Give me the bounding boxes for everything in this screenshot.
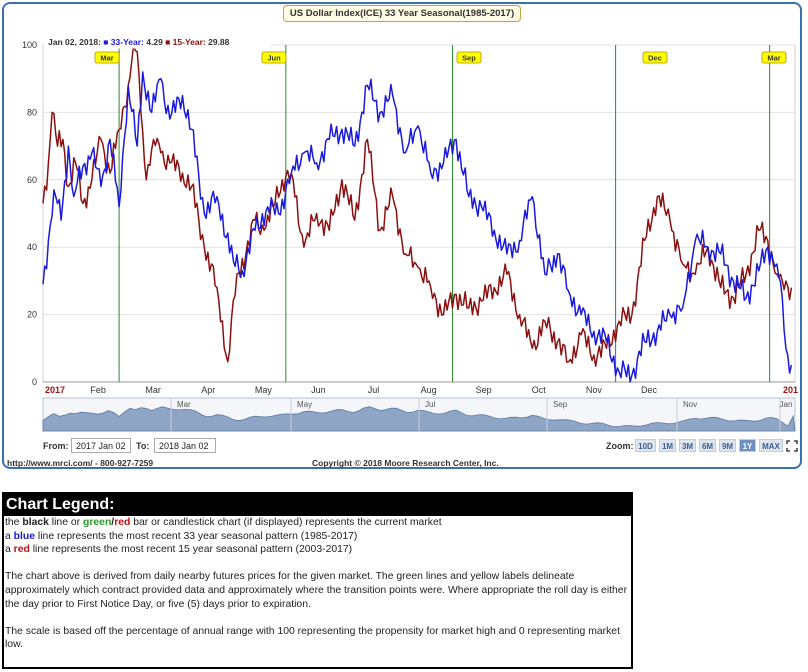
series-line-33-year: [42, 71, 793, 383]
from-date-input[interactable]: 2017 Jan 02: [71, 438, 131, 453]
x-tick-label: Jun: [311, 385, 326, 395]
x-tick-label: 201: [783, 385, 798, 395]
transition-label: Mar: [767, 54, 780, 63]
x-tick-label: Oct: [532, 385, 547, 395]
x-tick-label: Jul: [368, 385, 380, 395]
x-tick-label: Dec: [641, 385, 658, 395]
y-tick-label: 100: [22, 40, 37, 50]
zoom-button-1m[interactable]: 1M: [659, 439, 676, 452]
x-tick-label: Sep: [476, 385, 492, 395]
x-tick-label: Mar: [145, 385, 161, 395]
from-label: From:: [43, 441, 69, 451]
footer-phone: - 800-927-7259: [92, 458, 154, 468]
navigator-label: Jan: [780, 400, 793, 409]
x-tick-label: Apr: [201, 385, 215, 395]
chart-svg: 0 20 40 60 80 100 2017 Feb Mar Apr May Jun Jul Aug Sep…: [22, 35, 798, 432]
transition-label-box: [642, 51, 668, 64]
navigator-label: Mar: [177, 400, 191, 409]
x-tick-label: Feb: [90, 385, 106, 395]
transition-label-box: [94, 51, 120, 64]
readout-text: Jan 02, 2018: ■ 33-Year: 4.29 ■ 15-Year:…: [48, 37, 230, 47]
footer-website[interactable]: http://www.mrci.com/: [7, 458, 93, 468]
transition-label-box: [761, 51, 787, 64]
chart-title: US Dollar Index(ICE) 33 Year Seasonal(19…: [283, 5, 521, 22]
y-tick-label: 40: [27, 242, 37, 252]
navigator-label: Jul: [425, 400, 435, 409]
fullscreen-icon[interactable]: [786, 439, 798, 452]
navigator-label: Sep: [553, 400, 568, 409]
transition-label: Jun: [267, 54, 281, 63]
x-tick-label: Nov: [586, 385, 603, 395]
legend-header: Chart Legend:: [4, 494, 631, 516]
navigator-label: May: [297, 400, 312, 409]
legend-line-33yr: a blue line represents the most recent 3…: [5, 530, 358, 542]
transition-label: Mar: [100, 54, 113, 63]
chart-legend: Chart Legend: the black line or green/re…: [2, 492, 633, 669]
footer-copyright: Copyright © 2018 Moore Research Center, …: [312, 458, 499, 468]
x-tick-label: Aug: [421, 385, 437, 395]
navigator-label: Nov: [683, 400, 697, 409]
legend-line-current: the black line or green/red bar or candl…: [5, 517, 442, 528]
series-line-15-year: [42, 44, 793, 367]
footer-contact: http://www.mrci.com/ - 800-927-7259: [7, 458, 153, 468]
legend-line-15yr: a red line represents the most recent 15…: [5, 544, 353, 556]
x-tick-label: May: [255, 385, 273, 395]
y-tick-label: 80: [27, 107, 37, 117]
to-label: To:: [136, 441, 150, 451]
x-tick-label: 2017: [45, 385, 65, 395]
zoom-button-3m[interactable]: 3M: [679, 439, 696, 452]
zoom-button-9m[interactable]: 9M: [719, 439, 736, 452]
zoom-label: Zoom:: [606, 441, 634, 451]
transition-label: Dec: [648, 54, 662, 63]
legend-paragraph-derivation: The chart above is derived from daily ne…: [5, 571, 628, 610]
transition-label-box: [261, 51, 287, 64]
zoom-button-1y[interactable]: 1Y: [739, 439, 756, 452]
zoom-button-6m[interactable]: 6M: [699, 439, 716, 452]
to-date-input[interactable]: 2018 Jan 02: [154, 438, 216, 453]
legend-body: the black line or green/red bar or candl…: [4, 516, 631, 652]
readout-box: [44, 35, 271, 49]
y-tick-label: 20: [27, 310, 37, 320]
transition-label-box: [456, 51, 482, 64]
y-tick-label: 60: [27, 175, 37, 185]
zoom-button-10d[interactable]: 10D: [635, 439, 656, 452]
zoom-button-max[interactable]: MAX: [759, 439, 783, 452]
y-tick-label: 0: [32, 377, 37, 387]
transition-label: Sep: [462, 54, 476, 63]
legend-paragraph-scale: The scale is based off the percentage of…: [5, 625, 620, 651]
